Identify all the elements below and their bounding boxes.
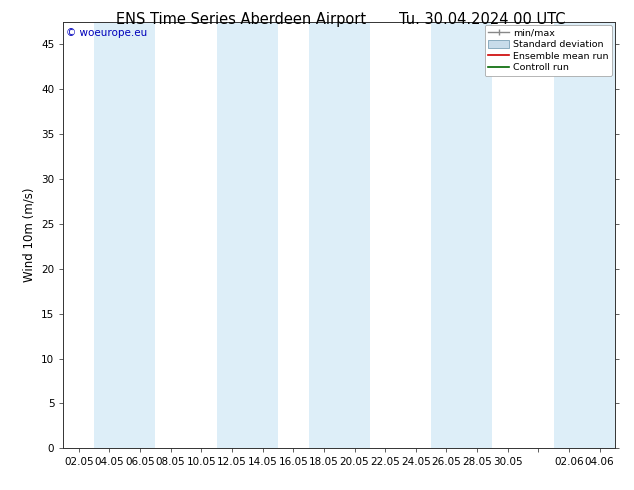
Text: © woeurope.eu: © woeurope.eu bbox=[66, 28, 148, 38]
Y-axis label: Wind 10m (m/s): Wind 10m (m/s) bbox=[23, 188, 36, 282]
Bar bbox=[217, 22, 278, 448]
Bar bbox=[431, 22, 493, 448]
Bar bbox=[553, 22, 615, 448]
Text: ENS Time Series Aberdeen Airport: ENS Time Series Aberdeen Airport bbox=[116, 12, 366, 27]
Bar bbox=[309, 22, 370, 448]
Bar bbox=[94, 22, 155, 448]
Text: Tu. 30.04.2024 00 UTC: Tu. 30.04.2024 00 UTC bbox=[399, 12, 565, 27]
Legend: min/max, Standard deviation, Ensemble mean run, Controll run: min/max, Standard deviation, Ensemble me… bbox=[484, 25, 612, 76]
